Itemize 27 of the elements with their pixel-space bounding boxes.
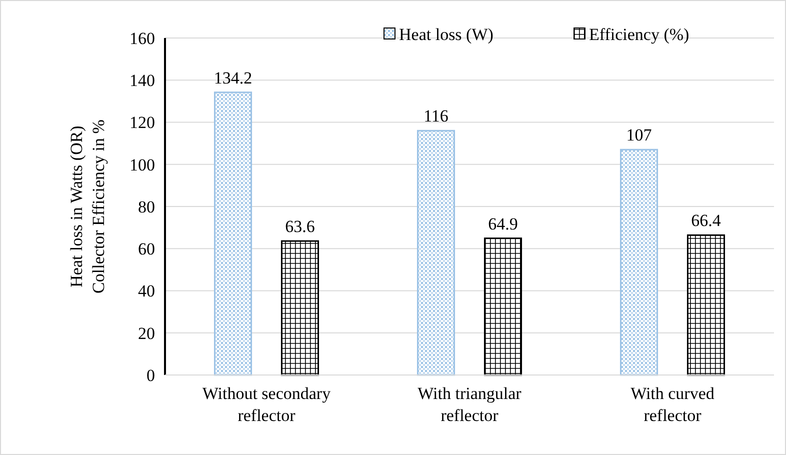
bar	[416, 130, 456, 376]
bar	[686, 234, 726, 376]
legend-label: Heat loss (W)	[399, 24, 494, 44]
y-tick-label: 60	[138, 240, 155, 259]
x-tick-label: With triangular reflector	[418, 384, 522, 425]
y-tick-label: 100	[130, 155, 155, 174]
x-tick-label: With curved reflector	[630, 384, 715, 425]
y-tick-label: 0	[146, 366, 155, 385]
y-tick-label: 140	[130, 71, 155, 90]
bar	[280, 240, 320, 376]
y-tick-label: 40	[138, 282, 155, 301]
bar	[484, 238, 522, 376]
bar	[214, 92, 252, 376]
data-label: 107	[626, 126, 652, 145]
y-tick-label: 160	[130, 28, 155, 48]
y-tick-label: 120	[130, 113, 155, 132]
y-tick-label: 80	[138, 197, 155, 216]
data-label: 134.2	[214, 68, 252, 88]
y-axis-title: Heat loss in Watts (OR) Collector Efficiency in %	[67, 120, 108, 294]
data-label: 63.6	[285, 217, 315, 236]
data-label: 64.9	[488, 214, 518, 234]
x-tick-label: Without secondary reflector	[202, 384, 332, 425]
data-label: 116	[424, 106, 448, 126]
y-tick-label: 20	[138, 324, 155, 343]
legend-label: Efficiency (%)	[589, 24, 690, 44]
bar	[620, 148, 658, 376]
data-label: 66.4	[691, 211, 722, 230]
